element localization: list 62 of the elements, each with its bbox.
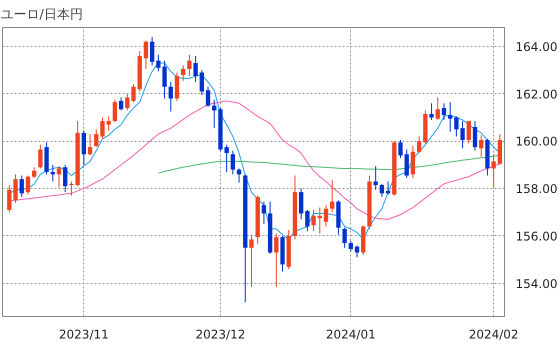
candlestick <box>162 60 167 100</box>
candlestick <box>380 183 384 198</box>
y-tick-label: 158.00 <box>516 182 558 196</box>
candlestick <box>212 99 216 129</box>
candlestick <box>249 234 254 288</box>
candlestick <box>187 54 192 77</box>
candlestick <box>88 134 92 156</box>
candlestick <box>26 175 30 196</box>
candlestick <box>100 117 105 140</box>
candlestick <box>174 72 180 102</box>
candlestick <box>63 164 68 193</box>
candlestick <box>56 166 62 188</box>
candlestick <box>118 96 124 111</box>
x-tick-label: 2023/12 <box>196 328 246 342</box>
candlestick <box>230 150 236 175</box>
y-tick-label: 162.00 <box>516 87 558 102</box>
candlestick <box>342 227 347 248</box>
candlestick <box>479 134 484 158</box>
candlestick <box>82 130 86 166</box>
x-tick-label: 2024/02 <box>468 328 519 342</box>
x-tick-label: 2024/01 <box>326 328 376 342</box>
candlestick <box>410 145 416 178</box>
candlestick <box>472 120 478 152</box>
candlestick <box>404 148 409 178</box>
candlestick <box>460 120 465 149</box>
candlestick <box>311 209 316 232</box>
candlestick <box>144 40 148 70</box>
candlestick <box>50 164 55 182</box>
candlestick <box>206 86 210 108</box>
candlestick <box>20 175 24 198</box>
y-tick-label: 156.00 <box>516 229 558 244</box>
candlestick <box>324 204 328 227</box>
candlestick <box>38 144 43 169</box>
candlestick <box>386 180 390 196</box>
y-tick-label: 164.00 <box>516 40 558 54</box>
candlestick <box>398 140 403 158</box>
candlestick <box>32 166 36 178</box>
candlestick <box>112 99 118 123</box>
candlestick <box>373 166 378 190</box>
chart-title: ユーロ/日本円 <box>0 8 83 22</box>
candlestick <box>236 168 242 184</box>
candlestick <box>125 93 130 111</box>
y-tick-label: 154.00 <box>516 276 558 291</box>
candlestick <box>13 174 18 204</box>
candlestick <box>106 116 111 132</box>
candlestick <box>94 128 98 148</box>
candlestick <box>274 233 278 288</box>
candlestick <box>262 201 266 225</box>
candlestick <box>436 96 440 120</box>
candlestick <box>7 184 12 213</box>
candlestick <box>181 64 186 82</box>
candlestick <box>330 180 334 213</box>
candlestick <box>442 102 446 120</box>
candlestick <box>224 144 229 172</box>
candlestick <box>131 84 136 103</box>
candlestick <box>348 240 353 252</box>
candlestick <box>168 81 173 112</box>
candlestick <box>466 120 471 144</box>
y-tick-label: 160.00 <box>516 134 558 149</box>
x-tick-label: 2023/11 <box>58 328 109 342</box>
candlestick <box>354 244 360 258</box>
candlestick <box>429 102 434 120</box>
